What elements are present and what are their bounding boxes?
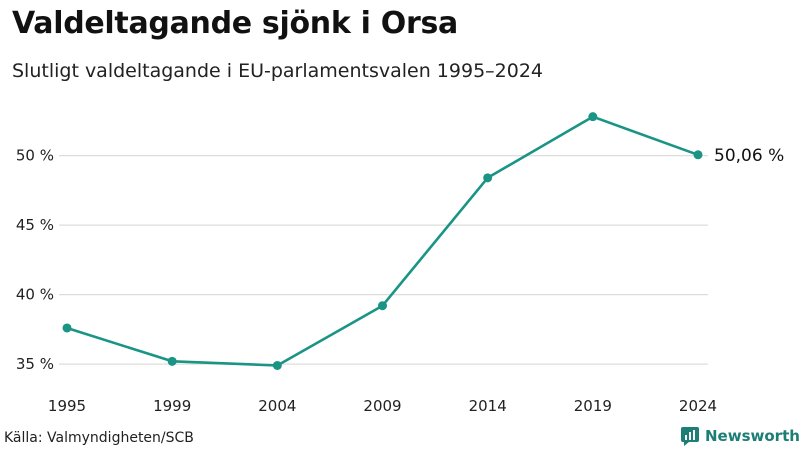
chart-title: Valdeltagande sjönk i Orsa: [12, 6, 458, 41]
x-tick-label-1999: 1999: [153, 397, 191, 415]
y-axis-ticks: 35 % 40 % 45 % 50 %: [16, 147, 54, 374]
data-point-2009: [378, 301, 387, 311]
brand-logo: Newsworthy: [680, 426, 800, 446]
y-tick-label-40: 40 %: [16, 286, 54, 304]
y-tick-label-50: 50 %: [16, 147, 54, 165]
data-point-2019: [588, 112, 598, 122]
series-line: [65, 115, 700, 367]
y-tick-label-45: 45 %: [16, 216, 54, 234]
data-point-2014: [483, 173, 493, 183]
x-tick-label-2009: 2009: [363, 397, 401, 415]
y-tick-label-35: 35 %: [16, 355, 54, 373]
data-point-2004: [272, 360, 282, 370]
brand-name: Newsworthy: [705, 427, 800, 445]
data-point-1995: [62, 323, 72, 333]
x-tick-label-1995: 1995: [48, 397, 86, 415]
x-tick-label-2024: 2024: [679, 397, 717, 415]
x-axis-ticks: 1995 1999 2004 2009 2014 2019 2024: [48, 397, 717, 415]
newsworthy-icon: [681, 427, 699, 446]
x-tick-label-2019: 2019: [574, 397, 612, 415]
series: 50,06 %: [62, 112, 784, 370]
chart-subtitle: Slutligt valdeltagande i EU-parlamentsva…: [12, 60, 544, 82]
data-point-2024: [693, 150, 703, 160]
source-note: Källa: Valmyndigheten/SCB: [4, 430, 194, 446]
x-tick-label-2004: 2004: [258, 397, 296, 415]
end-value-label: 50,06 %: [714, 146, 784, 166]
x-tick-label-2014: 2014: [469, 397, 507, 415]
gridlines: [59, 155, 708, 365]
data-point-1999: [167, 356, 177, 366]
